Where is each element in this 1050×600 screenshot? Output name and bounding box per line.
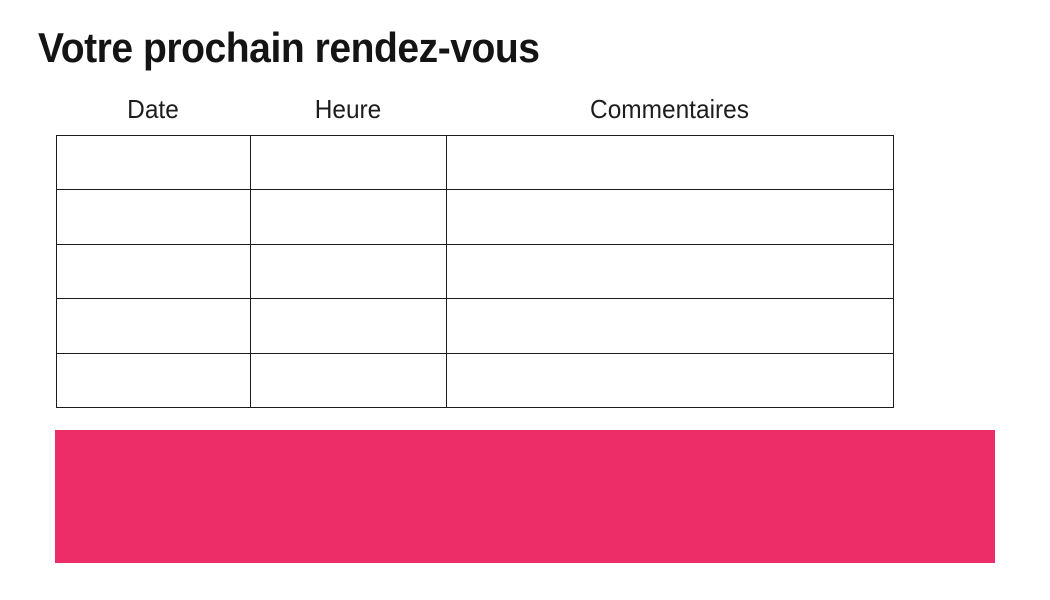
table-cell [56,134,251,191]
table-cell [250,243,447,300]
table-cell [56,352,251,408]
table-cell [56,298,251,354]
table-cell [250,134,447,191]
highlight-banner [55,430,995,563]
table-cell [250,189,447,245]
table-cell [446,134,894,191]
table-cell [446,352,894,408]
table-cell [250,352,447,408]
table-cell [56,189,251,245]
table-row [56,189,894,245]
table-cell [56,243,251,300]
column-header-commentaires: Commentaires [590,94,749,124]
table-column-headers: Date Heure Commentaires [56,92,893,126]
column-header-heure: Heure [314,94,382,124]
table-row [56,352,894,408]
table-row [56,243,894,300]
column-header-date: Date [127,94,179,124]
table-row [56,298,894,354]
table-cell [446,189,894,245]
appointments-table [56,134,894,408]
appointments-table-body [56,134,894,408]
table-row [56,134,894,191]
table-cell [446,298,894,354]
table-cell [250,298,447,354]
table-cell [446,243,894,300]
page-title: Votre prochain rendez-vous [38,24,540,71]
